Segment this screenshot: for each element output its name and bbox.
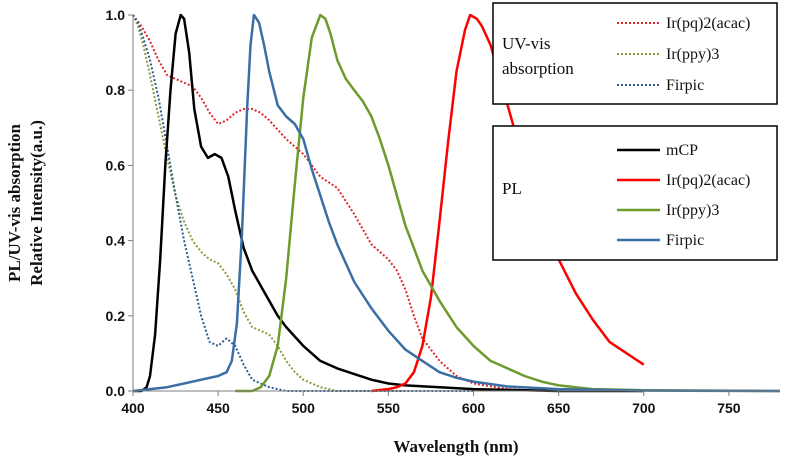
series-layer	[132, 13, 781, 393]
y-axis-title-line-1: PL/UV-vis absorption	[5, 124, 24, 282]
series-pl-firpic	[132, 13, 781, 393]
tick-layer: 400 450 500 550 600 650 700 750 0.0 0.2 0.4 0.6 0.8 1…	[106, 7, 741, 416]
x-tick-label: 450	[206, 400, 230, 416]
legend-pl: PL mCP Ir(pq)2(acac) Ir(ppy)3 Firpic	[492, 125, 778, 261]
legend-pl-title: PL	[502, 179, 522, 198]
series-uvvis-ir-ppy-3	[132, 14, 406, 392]
y-tick-label: 0.6	[106, 157, 126, 173]
legend-pl-label-firpic: Firpic	[666, 232, 704, 249]
y-tick-label: 1.0	[106, 7, 126, 23]
x-tick-label: 500	[292, 400, 316, 416]
series-pl-ir-ppy-3	[235, 13, 781, 393]
y-tick-label: 0.8	[106, 82, 126, 98]
series-pl-mcp	[133, 13, 644, 393]
legend-pl-label-irppy: Ir(ppy)3	[666, 202, 719, 219]
legend-uvvis-label-irpq: Ir(pq)2(acac)	[666, 15, 750, 32]
y-tick-label: 0.4	[106, 233, 126, 249]
x-axis-title: Wavelength (nm)	[393, 437, 518, 456]
series-uvvis-firpic	[132, 14, 474, 392]
x-tick-label: 750	[717, 400, 741, 416]
x-tick-label: 600	[462, 400, 486, 416]
legend-uvvis-title-line-1: UV-vis	[502, 34, 551, 53]
x-tick-label: 400	[121, 400, 145, 416]
x-tick-label: 700	[632, 400, 656, 416]
x-tick-label: 550	[377, 400, 401, 416]
legend-uvvis-label-irppy: Ir(ppy)3	[666, 46, 719, 63]
legend-uvvis: UV-vis absorption Ir(pq)2(acac) Ir(ppy)3…	[492, 2, 778, 105]
x-tick-label: 650	[547, 400, 571, 416]
legend-uvvis-title-line-2: absorption	[502, 59, 574, 78]
legend-uvvis-label-firpic: Firpic	[666, 77, 704, 94]
legend-pl-box	[492, 125, 778, 261]
legend-pl-label-mcp: mCP	[666, 142, 698, 159]
y-tick-label: 0.0	[106, 383, 126, 399]
y-axis-title-line-2: Relative Intensity(a.u.)	[27, 120, 46, 286]
series-uvvis-ir-pq-2-acac	[132, 14, 542, 392]
y-tick-label: 0.2	[106, 308, 126, 324]
series-pl-ir-pq-2-acac	[371, 13, 645, 393]
legend-pl-label-irpq: Ir(pq)2(acac)	[666, 172, 750, 189]
